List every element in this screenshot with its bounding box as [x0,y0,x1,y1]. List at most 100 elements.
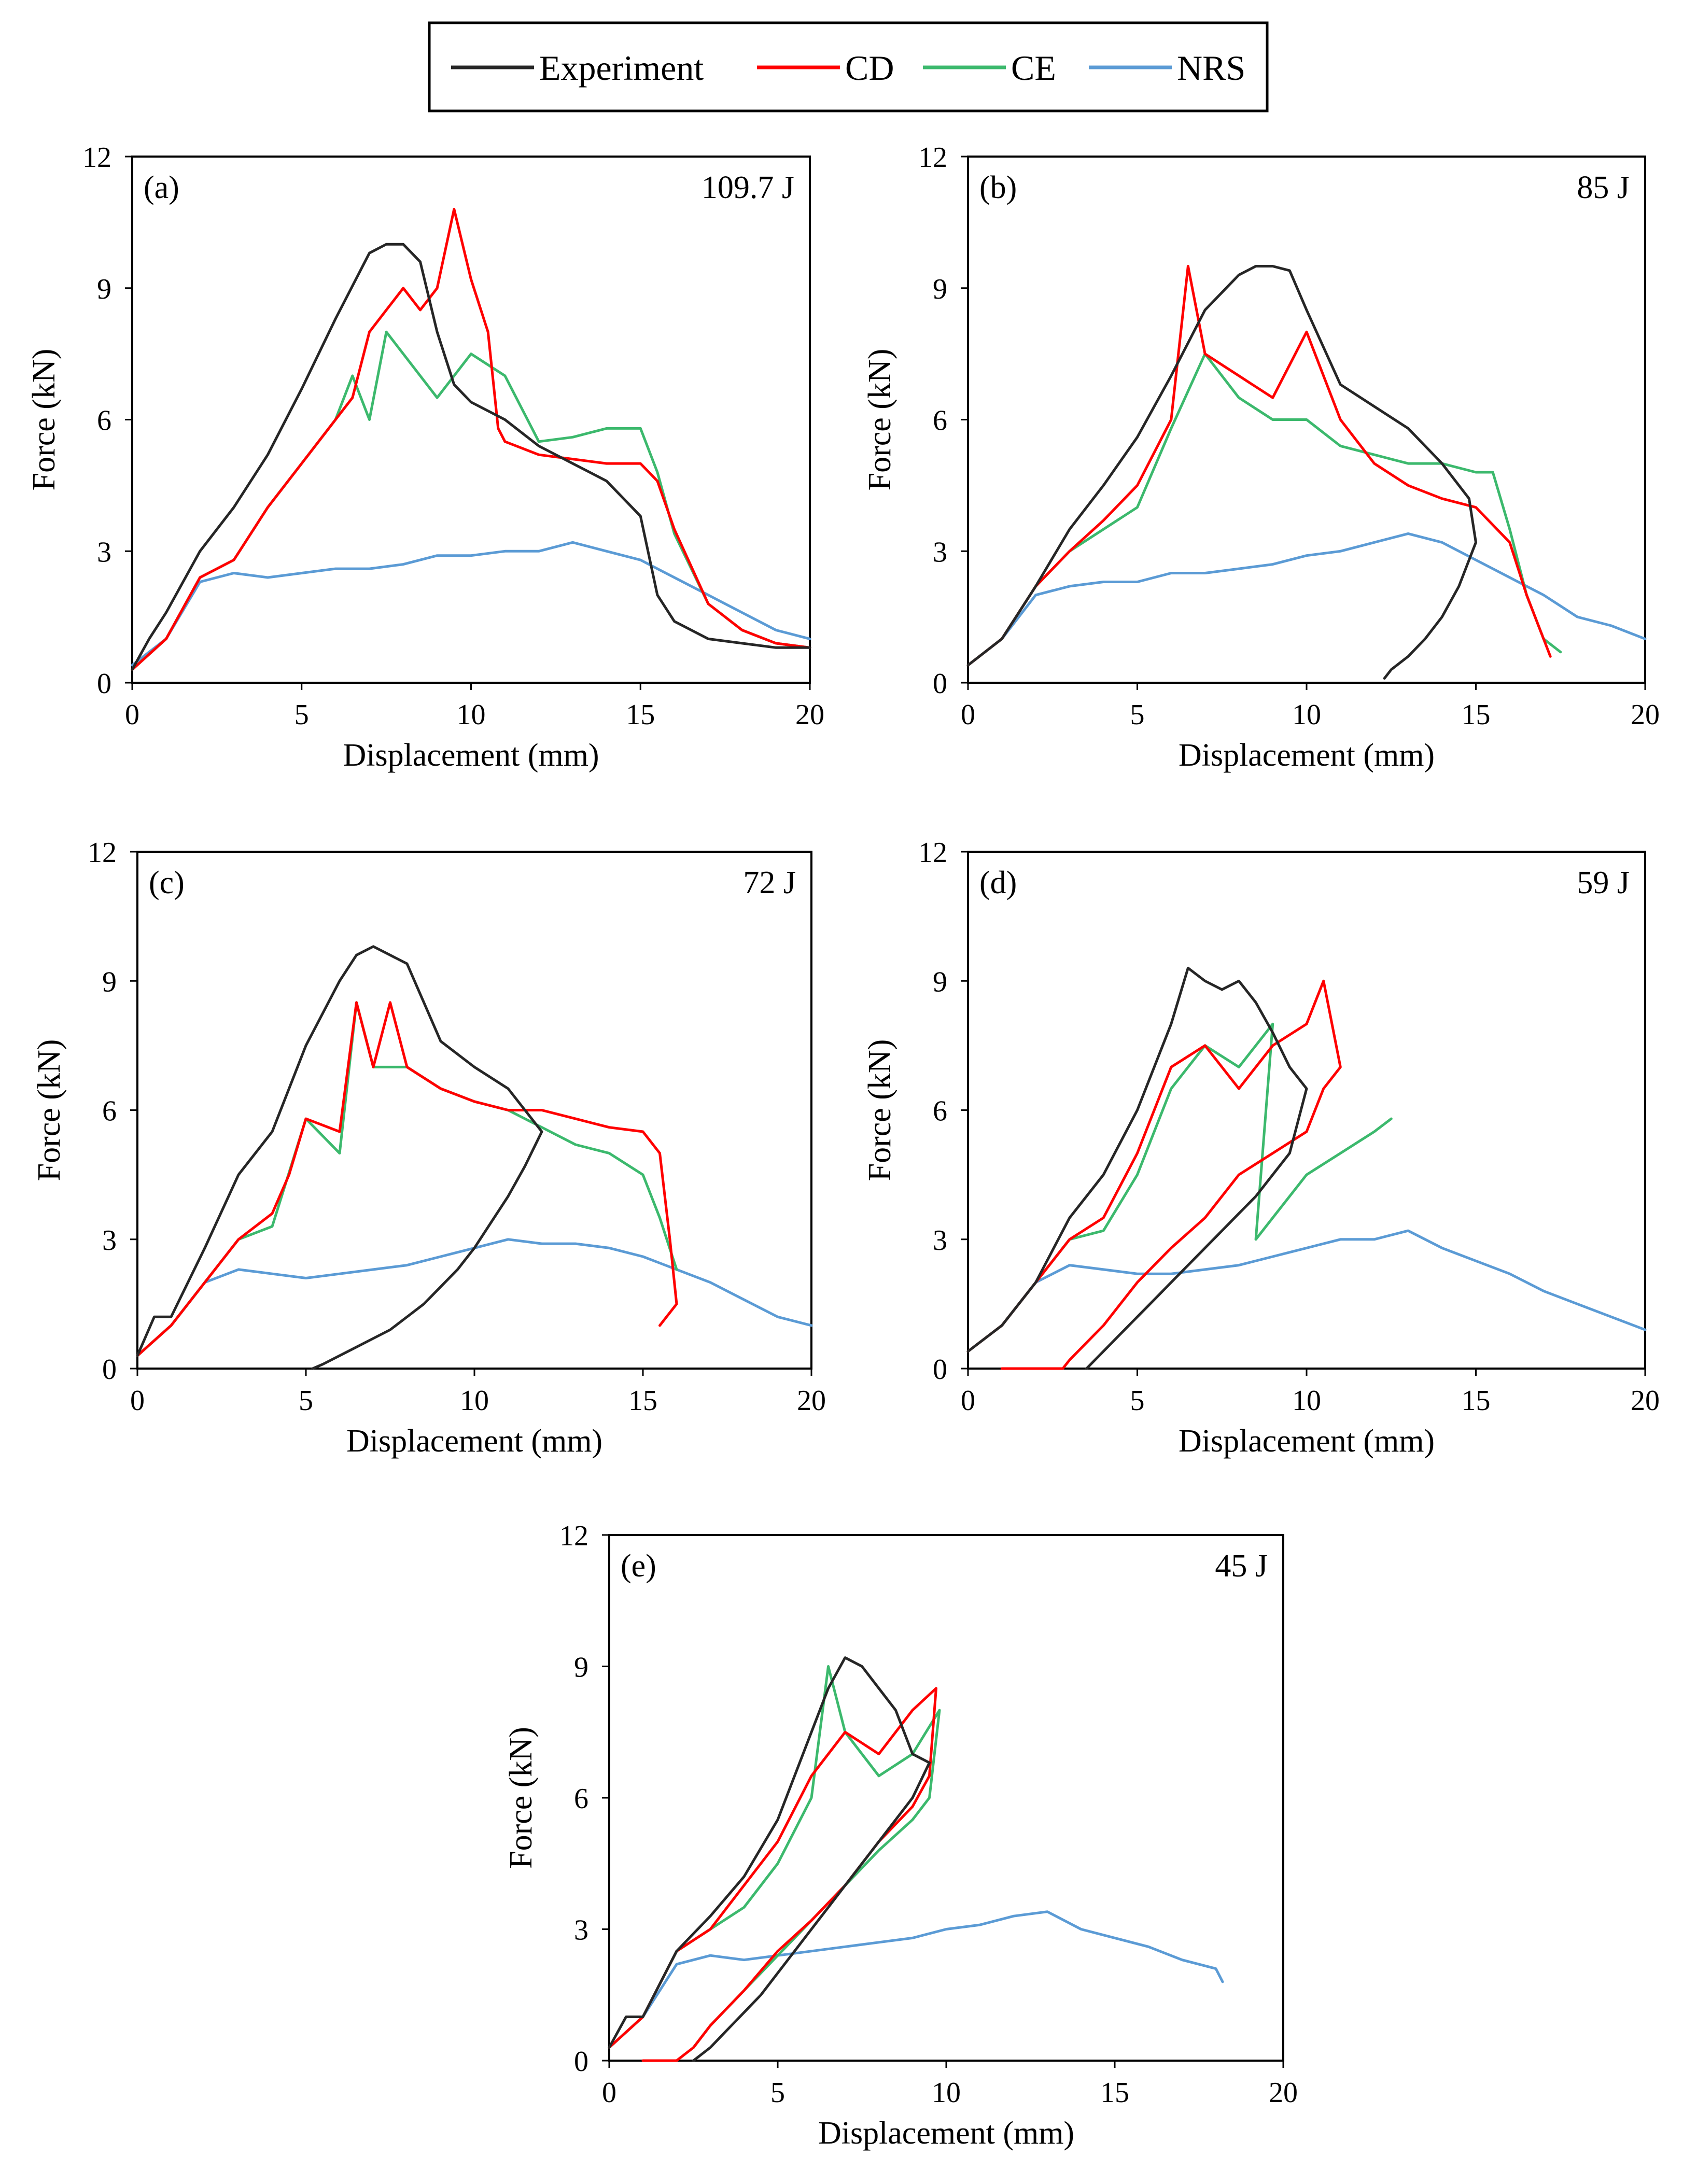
y-tick-label: 0 [933,668,947,700]
y-tick-label: 9 [933,966,947,998]
energy-label: 59 J [1577,865,1630,900]
series-line-nrs [966,532,1647,667]
y-axis-title: Force (kN) [32,1039,67,1181]
chart-panel-e: 0 5 10 15 20 0 3 6 9 12 Displacement (mm) Force (kN… [503,1520,1298,2151]
series-line-experiment [966,966,1308,1370]
x-tick-label: 10 [457,699,486,731]
x-tick-label: 15 [1100,2077,1129,2109]
energy-label: 109.7 J [702,170,794,205]
y-axis-title: Force (kN) [862,349,897,491]
y-axis-title: Force (kN) [26,349,62,491]
x-tick-label: 10 [460,1385,489,1417]
y-tick-label: 9 [933,273,947,305]
x-tick-label: 0 [130,1385,145,1417]
y-tick-label: 0 [933,1354,947,1386]
y-tick-label: 0 [102,1354,117,1386]
y-tick-label: 12 [918,142,947,174]
x-tick-label: 0 [125,699,139,731]
y-tick-label: 12 [918,837,947,869]
x-axis-title: Displacement (mm) [1179,1424,1435,1459]
y-tick-label: 6 [933,405,947,437]
panel-label: (d) [979,865,1017,900]
x-axis-title: Displacement (mm) [818,2116,1074,2151]
series-line-nrs [608,1910,1224,2049]
chart-panel-b: 0 5 10 15 20 0 3 6 9 12 Displacement (mm) Force (kN… [862,142,1660,773]
series-line-nrs [131,541,811,667]
panel-label: (b) [979,170,1017,205]
y-tick-label: 6 [933,1095,947,1128]
series-line-experiment [608,1656,931,2062]
series-line-ce [966,353,1562,667]
series-line-cd [131,208,811,671]
y-tick-label: 9 [102,966,117,998]
energy-label: 45 J [1215,1548,1268,1584]
series-line-experiment [136,945,543,1370]
plot-frame [608,1534,1284,2062]
x-tick-label: 5 [294,699,309,731]
x-tick-label: 15 [628,1385,657,1417]
series-line-cd [608,1687,937,2062]
legend: Experiment CD CE NRS [428,21,1269,112]
legend-label-cd: CD [845,48,894,88]
energy-label: 72 J [743,865,796,900]
x-tick-label: 5 [1130,1385,1145,1417]
x-axis-title: Displacement (mm) [346,1424,602,1459]
y-axis-title: Force (kN) [862,1039,897,1181]
series-line-nrs [966,1229,1647,1353]
y-tick-label: 6 [574,1783,588,1815]
chart-panel-a: 0 5 10 15 20 0 3 6 9 12 Displacement (mm) Force (kN… [26,142,824,773]
y-tick-label: 9 [97,273,111,305]
series-line-cd [966,265,1552,667]
x-tick-label: 15 [626,699,655,731]
x-tick-label: 5 [299,1385,313,1417]
series-line-cd [966,979,1342,1370]
y-tick-label: 6 [102,1095,117,1128]
y-tick-label: 3 [102,1224,117,1257]
x-tick-label: 5 [770,2077,785,2109]
chart-panel-c: 0 5 10 15 20 0 3 6 9 12 Displacement (mm) Force (kN… [32,837,826,1459]
x-tick-label: 10 [1292,699,1321,731]
y-tick-label: 3 [933,536,947,568]
x-tick-label: 5 [1130,699,1145,731]
legend-label-experiment: Experiment [539,48,704,88]
y-tick-label: 0 [97,668,111,700]
y-tick-label: 12 [82,142,111,174]
y-tick-label: 6 [97,405,111,437]
y-axis-title: Force (kN) [503,1727,539,1869]
energy-label: 85 J [1577,170,1630,205]
x-tick-label: 0 [961,699,975,731]
series-line-experiment [131,243,811,671]
x-tick-label: 0 [602,2077,616,2109]
x-tick-label: 20 [1269,2077,1298,2109]
y-tick-label: 12 [559,1520,588,1552]
plot-frame [136,851,812,1370]
y-tick-label: 12 [88,837,117,869]
x-tick-label: 20 [1631,699,1660,731]
series-line-experiment [966,265,1477,680]
x-tick-label: 15 [1462,1385,1491,1417]
y-tick-label: 3 [933,1224,947,1257]
panels: 0 5 10 15 20 0 3 6 9 12 Displacement (mm) Force (kN… [26,142,1660,2151]
x-axis-title: Displacement (mm) [343,738,599,773]
x-tick-label: 20 [1631,1385,1660,1417]
panel-label: (a) [144,170,179,205]
x-tick-label: 10 [1292,1385,1321,1417]
x-tick-label: 10 [932,2077,961,2109]
x-axis-title: Displacement (mm) [1179,738,1435,773]
panel-label: (c) [149,865,185,900]
x-tick-label: 15 [1462,699,1491,731]
series-line-cd [136,1001,678,1357]
chart-panel-d: 0 5 10 15 20 0 3 6 9 12 Displacement (mm) Force (kN… [862,837,1660,1459]
x-tick-label: 20 [797,1385,826,1417]
x-tick-label: 20 [795,699,824,731]
y-tick-label: 3 [574,1914,588,1947]
panel-label: (e) [621,1548,656,1584]
y-tick-label: 0 [574,2046,588,2078]
y-tick-label: 9 [574,1652,588,1684]
plot-frame [967,851,1646,1370]
y-tick-label: 3 [97,536,111,568]
legend-label-nrs: NRS [1177,48,1245,88]
legend-label-ce: CE [1011,48,1056,88]
x-tick-label: 0 [961,1385,975,1417]
